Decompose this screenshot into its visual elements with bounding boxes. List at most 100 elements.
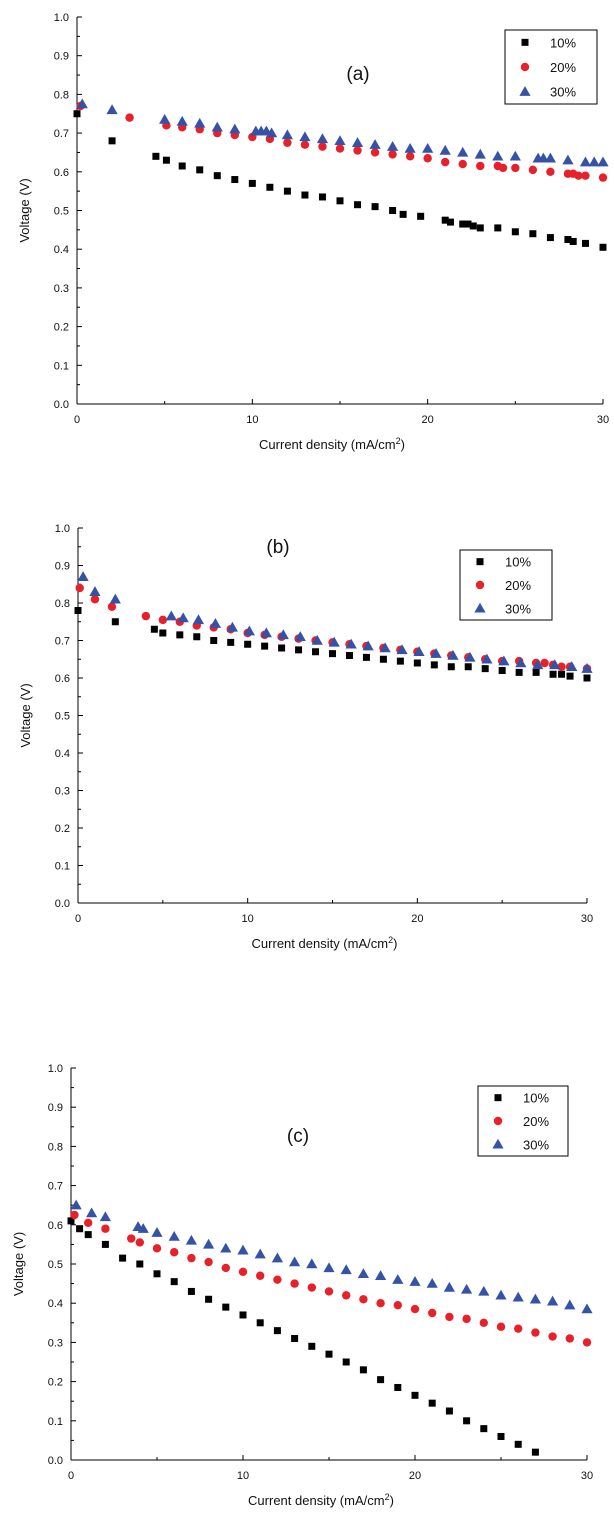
data-point bbox=[481, 653, 493, 664]
data-point bbox=[254, 1248, 266, 1259]
data-point bbox=[546, 234, 554, 242]
data-point bbox=[227, 638, 235, 646]
y-tick-label: 0.1 bbox=[48, 1416, 63, 1428]
data-point bbox=[464, 651, 476, 662]
legend-label: 10% bbox=[505, 555, 531, 570]
data-point bbox=[445, 1407, 453, 1415]
y-tick-label: 0.2 bbox=[48, 1377, 63, 1389]
data-point bbox=[447, 663, 455, 671]
data-point bbox=[108, 137, 116, 145]
data-point bbox=[261, 642, 269, 650]
data-point bbox=[135, 1238, 144, 1247]
data-point bbox=[328, 636, 340, 647]
data-point bbox=[289, 1256, 301, 1267]
y-tick-label: 0.4 bbox=[48, 1298, 63, 1310]
y-tick-label: 0.6 bbox=[48, 1220, 63, 1232]
data-point bbox=[548, 1332, 557, 1341]
legend-marker bbox=[520, 62, 530, 72]
data-point bbox=[537, 152, 549, 163]
data-point bbox=[430, 661, 438, 669]
data-point bbox=[480, 1425, 488, 1433]
data-point bbox=[176, 115, 188, 126]
y-tick-label: 0.8 bbox=[48, 1141, 63, 1153]
data-point bbox=[396, 644, 408, 655]
y-tick-label: 0.1 bbox=[54, 360, 69, 372]
data-point bbox=[359, 1366, 367, 1374]
data-point bbox=[479, 1318, 488, 1328]
y-tick-label: 0.3 bbox=[48, 1337, 63, 1349]
data-point bbox=[107, 602, 117, 611]
data-point bbox=[136, 1260, 144, 1268]
x-tick-label: 20 bbox=[409, 1470, 421, 1482]
data-point bbox=[127, 1234, 136, 1243]
y-tick-label: 0.6 bbox=[55, 673, 70, 685]
data-point bbox=[394, 1383, 402, 1391]
data-point bbox=[566, 661, 578, 671]
data-point bbox=[469, 222, 477, 230]
data-point bbox=[495, 1289, 507, 1300]
legend: 10% 20% 30% bbox=[459, 549, 553, 621]
data-point bbox=[151, 1227, 163, 1237]
data-point bbox=[476, 161, 485, 171]
data-point bbox=[86, 1207, 98, 1218]
data-point bbox=[387, 141, 399, 151]
data-point bbox=[540, 658, 549, 668]
x-tick-label: 20 bbox=[422, 414, 434, 426]
data-point bbox=[70, 1210, 79, 1220]
data-point bbox=[581, 239, 589, 247]
data-point bbox=[192, 614, 205, 625]
y-tick-label: 0.0 bbox=[54, 399, 69, 411]
y-tick-label: 0.0 bbox=[55, 898, 70, 910]
data-point bbox=[152, 152, 160, 160]
data-point bbox=[70, 1199, 82, 1210]
data-point bbox=[478, 1285, 490, 1296]
data-point bbox=[74, 607, 82, 614]
data-point bbox=[498, 655, 510, 666]
legend-label: 10% bbox=[523, 1091, 549, 1106]
data-point bbox=[399, 210, 407, 218]
data-point bbox=[362, 640, 374, 651]
data-point bbox=[441, 157, 450, 167]
data-point bbox=[392, 1274, 404, 1284]
y-tick-label: 0.3 bbox=[55, 786, 70, 798]
panel-label: (a) bbox=[346, 64, 369, 85]
data-point bbox=[99, 1211, 111, 1222]
data-point bbox=[498, 667, 506, 674]
data-point bbox=[318, 142, 327, 151]
data-point bbox=[312, 648, 320, 656]
data-point bbox=[459, 220, 467, 228]
data-point bbox=[244, 640, 252, 648]
data-point bbox=[581, 1303, 593, 1314]
data-point bbox=[375, 1270, 387, 1280]
y-tick-label: 0.4 bbox=[54, 244, 69, 256]
x-tick-label: 0 bbox=[68, 1470, 74, 1482]
data-point bbox=[496, 1322, 506, 1331]
data-point bbox=[498, 163, 508, 173]
legend-marker bbox=[493, 1116, 503, 1126]
data-point bbox=[569, 237, 577, 245]
data-point bbox=[137, 1223, 149, 1233]
data-point bbox=[441, 216, 449, 224]
data-point bbox=[325, 1350, 333, 1358]
data-point bbox=[492, 150, 504, 161]
data-point bbox=[336, 197, 344, 205]
data-point bbox=[77, 571, 89, 581]
data-point bbox=[141, 611, 151, 621]
data-point bbox=[196, 166, 204, 174]
legend-label: 30% bbox=[550, 85, 576, 100]
data-point bbox=[446, 218, 454, 226]
y-tick-label: 0.7 bbox=[48, 1181, 63, 1193]
data-point bbox=[101, 1224, 110, 1233]
data-point bbox=[515, 657, 527, 668]
data-point bbox=[84, 1231, 92, 1239]
data-point bbox=[294, 631, 306, 641]
data-point bbox=[353, 146, 362, 155]
x-tick-label: 20 bbox=[411, 913, 423, 925]
data-point bbox=[168, 1230, 180, 1241]
data-point bbox=[90, 595, 100, 604]
data-point bbox=[89, 586, 101, 596]
x-tick-label: 10 bbox=[242, 913, 254, 925]
data-point bbox=[159, 629, 167, 637]
data-point bbox=[316, 133, 329, 144]
data-point bbox=[581, 663, 593, 673]
